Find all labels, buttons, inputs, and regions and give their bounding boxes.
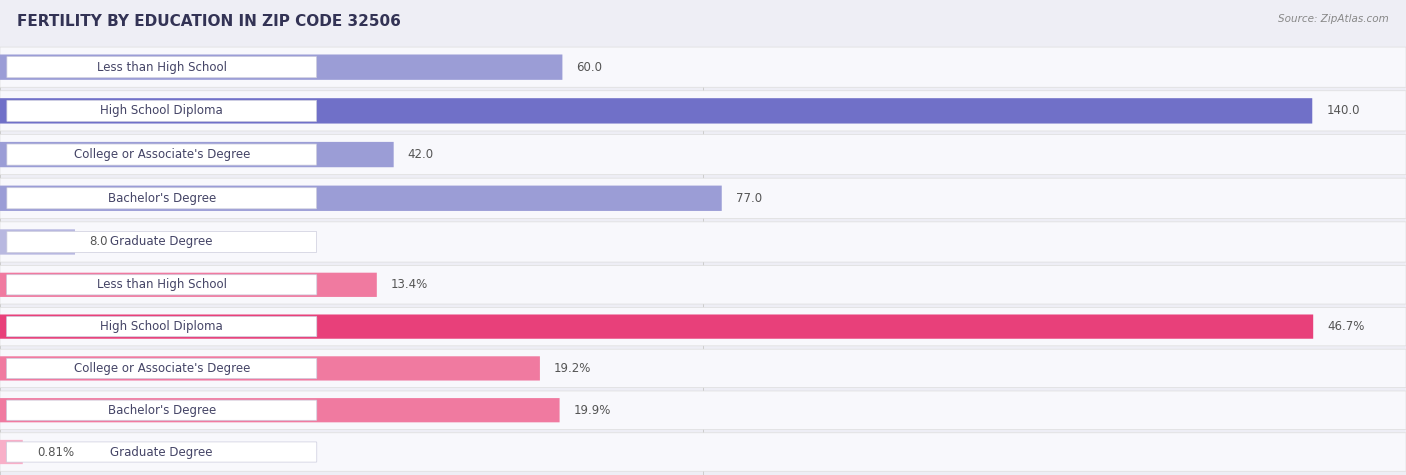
FancyBboxPatch shape — [0, 307, 1406, 346]
FancyBboxPatch shape — [0, 433, 1406, 471]
FancyBboxPatch shape — [0, 314, 1313, 339]
Text: Bachelor's Degree: Bachelor's Degree — [108, 404, 215, 417]
Text: College or Associate's Degree: College or Associate's Degree — [73, 362, 250, 375]
FancyBboxPatch shape — [0, 356, 540, 380]
Text: 0.81%: 0.81% — [37, 446, 75, 458]
FancyBboxPatch shape — [0, 266, 1406, 304]
FancyBboxPatch shape — [0, 47, 1406, 87]
FancyBboxPatch shape — [7, 275, 316, 295]
Text: Less than High School: Less than High School — [97, 61, 226, 74]
Text: 46.7%: 46.7% — [1327, 320, 1365, 333]
FancyBboxPatch shape — [0, 142, 394, 167]
Text: 60.0: 60.0 — [576, 61, 602, 74]
Text: 13.4%: 13.4% — [391, 278, 427, 291]
FancyBboxPatch shape — [7, 144, 316, 165]
Text: Source: ZipAtlas.com: Source: ZipAtlas.com — [1278, 14, 1389, 24]
FancyBboxPatch shape — [7, 400, 316, 420]
FancyBboxPatch shape — [0, 55, 562, 80]
FancyBboxPatch shape — [7, 442, 316, 462]
FancyBboxPatch shape — [0, 229, 75, 255]
FancyBboxPatch shape — [0, 398, 560, 422]
Text: 42.0: 42.0 — [408, 148, 434, 161]
FancyBboxPatch shape — [0, 91, 1406, 131]
Text: College or Associate's Degree: College or Associate's Degree — [73, 148, 250, 161]
Text: FERTILITY BY EDUCATION IN ZIP CODE 32506: FERTILITY BY EDUCATION IN ZIP CODE 32506 — [17, 14, 401, 29]
FancyBboxPatch shape — [7, 57, 316, 78]
FancyBboxPatch shape — [0, 178, 1406, 218]
FancyBboxPatch shape — [0, 273, 377, 297]
Text: Graduate Degree: Graduate Degree — [111, 446, 212, 458]
Text: 19.2%: 19.2% — [554, 362, 592, 375]
Text: High School Diploma: High School Diploma — [100, 104, 224, 117]
Text: 8.0: 8.0 — [89, 236, 107, 248]
FancyBboxPatch shape — [0, 349, 1406, 388]
Text: Bachelor's Degree: Bachelor's Degree — [108, 192, 215, 205]
FancyBboxPatch shape — [0, 440, 22, 464]
FancyBboxPatch shape — [7, 358, 316, 379]
FancyBboxPatch shape — [0, 391, 1406, 429]
Text: Less than High School: Less than High School — [97, 278, 226, 291]
Text: 77.0: 77.0 — [735, 192, 762, 205]
FancyBboxPatch shape — [7, 316, 316, 337]
Text: 140.0: 140.0 — [1326, 104, 1360, 117]
FancyBboxPatch shape — [7, 100, 316, 122]
FancyBboxPatch shape — [7, 231, 316, 253]
FancyBboxPatch shape — [0, 186, 721, 211]
Text: High School Diploma: High School Diploma — [100, 320, 224, 333]
FancyBboxPatch shape — [7, 188, 316, 209]
FancyBboxPatch shape — [0, 134, 1406, 175]
Text: Graduate Degree: Graduate Degree — [111, 236, 212, 248]
FancyBboxPatch shape — [0, 98, 1312, 124]
Text: 19.9%: 19.9% — [574, 404, 612, 417]
FancyBboxPatch shape — [0, 222, 1406, 262]
